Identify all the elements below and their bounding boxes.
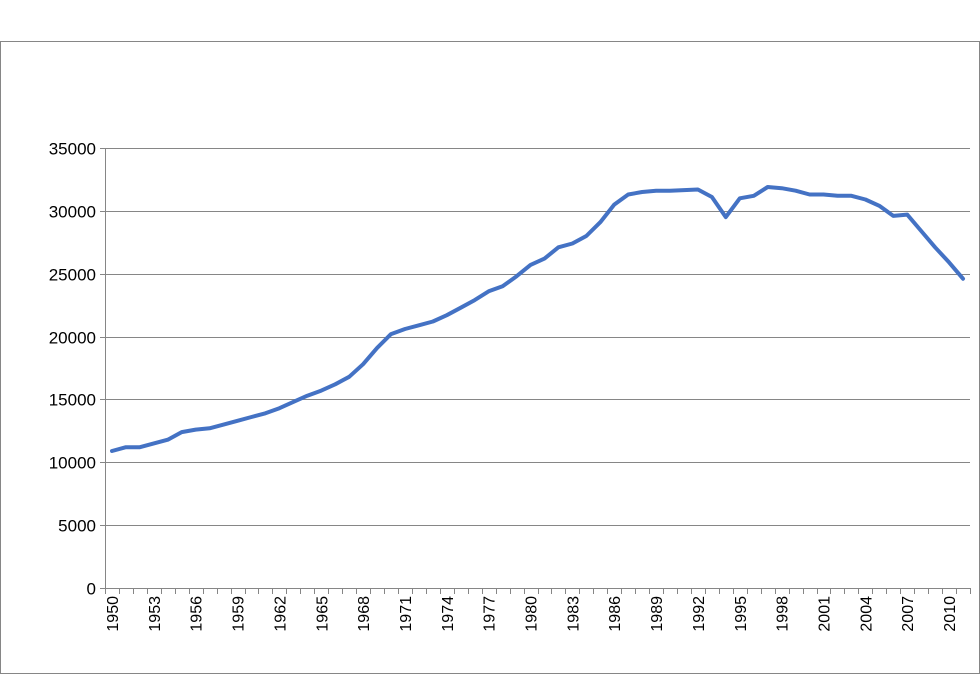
y-axis-tick-labels: 0 5000 10000 15000 20000 25000 30000 35000: [49, 140, 96, 599]
series: [110, 185, 965, 453]
x-tick-label: 1950: [105, 596, 122, 632]
x-tick-label: 1986: [607, 596, 624, 632]
x-tick-label: 2007: [900, 596, 917, 632]
x-tick-label: 1989: [649, 596, 666, 632]
x-tick-label: 1998: [775, 596, 792, 632]
x-tick-label: 1992: [691, 596, 708, 632]
x-tick-label: 2004: [858, 596, 875, 632]
x-tick-label: 1956: [189, 596, 206, 632]
x-tick-label: 1977: [482, 596, 499, 632]
x-tick-label: 2010: [942, 596, 959, 632]
y-tick-label: 5000: [58, 517, 96, 536]
y-tick-label: 25000: [49, 266, 96, 285]
x-tick-label: 1980: [524, 596, 541, 632]
x-tick-label: 1995: [733, 596, 750, 632]
y-tick-label: 35000: [49, 140, 96, 159]
y-tick-label: 10000: [49, 454, 96, 473]
x-tick-label: 1968: [356, 596, 373, 632]
x-tick-label: 1965: [314, 596, 331, 632]
chart-border: [0, 41, 980, 674]
x-tick-label: 1959: [231, 596, 248, 632]
x-tick-label: 1971: [398, 596, 415, 632]
series-line-0: [110, 185, 965, 453]
axes: [100, 148, 971, 594]
x-tick-label: 2001: [817, 596, 834, 632]
y-tick-label: 15000: [49, 391, 96, 410]
gridlines: [105, 148, 970, 526]
x-tick-label: 1983: [565, 596, 582, 632]
x-axis-tick-labels: 1950 1953 1956 1959 1962 1965 1968 1971 1974 1977…: [105, 596, 959, 632]
y-tick-label: 20000: [49, 329, 96, 348]
y-tick-label: 0: [87, 580, 96, 599]
x-tick-label: 1953: [147, 596, 164, 632]
x-tick-label: 1962: [272, 596, 289, 632]
y-tick-label: 30000: [49, 203, 96, 222]
x-tick-label: 1974: [440, 596, 457, 632]
